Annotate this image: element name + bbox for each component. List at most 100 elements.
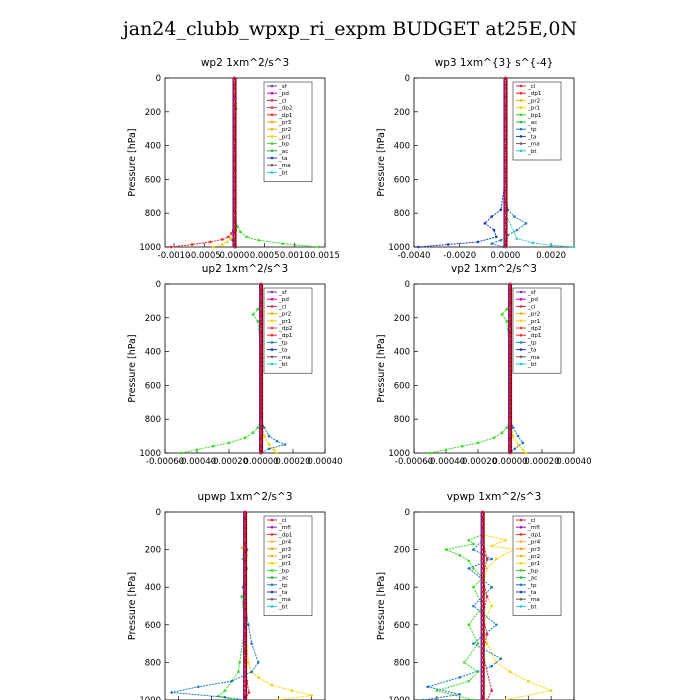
- series-point-tp: [515, 228, 519, 232]
- center-point: [243, 675, 247, 678]
- legend-marker-cl: [270, 518, 274, 522]
- center-point: [481, 543, 484, 547]
- center-point: [504, 232, 507, 236]
- series-point-tp: [490, 557, 494, 561]
- center-point: [259, 400, 263, 404]
- center-point: [233, 127, 236, 131]
- center-point: [259, 291, 263, 294]
- y-tick-label: 600: [145, 621, 161, 631]
- center-point: [243, 576, 247, 580]
- center-point: [504, 241, 507, 245]
- center-point: [508, 362, 512, 366]
- center-point: [504, 178, 507, 181]
- center-point: [481, 515, 484, 519]
- legend-marker-ac: [270, 149, 274, 153]
- y-tick-label: 600: [394, 621, 410, 631]
- y-tick-label: 0: [156, 280, 161, 290]
- center-point: [481, 604, 484, 608]
- series-point-bp: [227, 441, 231, 445]
- series-point-bp: [240, 595, 243, 598]
- center-point: [504, 237, 507, 240]
- center-point: [259, 282, 263, 286]
- y-tick-label: 1000: [388, 449, 410, 459]
- center-point: [508, 409, 512, 413]
- y-tick-label: 1000: [388, 696, 410, 700]
- center-point: [504, 186, 507, 190]
- center-point: [481, 529, 484, 533]
- center-point: [481, 552, 484, 556]
- center-point: [243, 623, 247, 627]
- center-point: [504, 85, 507, 88]
- legend-label-ta: _ta: [527, 348, 536, 354]
- series-point-tp: [499, 657, 503, 660]
- center-point: [481, 689, 484, 692]
- series-point-bp: [428, 451, 432, 455]
- legend-marker-pr1: [270, 135, 274, 138]
- center-point: [259, 367, 263, 370]
- legend-label-ma: _ma: [278, 355, 291, 361]
- legend-marker-pr2: [270, 554, 274, 558]
- chart-panel-6: vpwp 1xm^2/s^3 Pressure [hPa] 0 200 400 600 80…: [376, 491, 575, 700]
- series-point-pr1: [516, 443, 520, 446]
- center-point: [504, 182, 507, 186]
- center-point: [259, 324, 263, 328]
- center-point: [504, 203, 507, 207]
- series-point-ta: [499, 208, 503, 212]
- center-point: [233, 123, 236, 126]
- page-title: jan24_clubb_wpxp_ri_expm BUDGET at25E,0N: [122, 18, 578, 40]
- y-tick-label: 0: [405, 74, 410, 84]
- center-point: [481, 679, 484, 683]
- series-point-pr1: [526, 679, 530, 683]
- legend-label-cl: _cl: [527, 84, 536, 90]
- center-point: [508, 375, 512, 379]
- y-tick-label: 600: [145, 381, 161, 391]
- y-tick-label: 1000: [139, 449, 161, 459]
- series-line-tp: [423, 512, 502, 700]
- legend-label-dp1: _dp1: [527, 532, 542, 538]
- legend-label-ta: _ta: [527, 590, 536, 596]
- panel-title: wp2 1xm^2/s^3: [201, 57, 289, 69]
- center-point: [504, 144, 507, 148]
- legend-marker-pr3: [519, 547, 523, 551]
- center-point: [243, 524, 247, 528]
- x-tick-label: 0.00040: [307, 457, 342, 467]
- series-point-bp: [467, 679, 471, 683]
- center-point: [508, 417, 512, 421]
- center-point: [504, 173, 507, 177]
- x-tick-label: 0.00000: [243, 457, 278, 467]
- series-point-pr1: [521, 448, 525, 451]
- center-point: [243, 679, 247, 683]
- center-point: [481, 661, 484, 664]
- series-line-ta: [418, 78, 506, 248]
- center-point: [233, 178, 236, 181]
- legend-marker-dp1: [270, 533, 274, 536]
- center-point: [508, 295, 512, 299]
- center-point: [481, 510, 484, 514]
- legend-marker-sf: [270, 84, 274, 88]
- series-point-tp: [521, 441, 525, 445]
- center-point: [508, 299, 512, 303]
- center-point: [259, 388, 263, 392]
- legend-marker-ta: [270, 348, 274, 351]
- series-point-bp: [243, 436, 247, 440]
- legend-label-bp: _bp: [527, 568, 538, 574]
- panel-title: wp3 1xm^{3} s^{-4}: [435, 57, 554, 69]
- x-tick-label: -0.00040: [178, 457, 216, 467]
- panel-title: up2 1xm^2/s^3: [202, 263, 288, 275]
- y-tick-label: 800: [394, 209, 410, 219]
- center-point: [504, 114, 507, 118]
- y-axis-label: Pressure [hPa]: [127, 128, 138, 196]
- series-point-tp: [283, 443, 287, 446]
- legend-label-pr1: _pr1: [527, 319, 541, 325]
- legend-label-pr1: _pr1: [278, 134, 292, 140]
- legend-label-dp1: _dp1: [278, 333, 293, 339]
- series-point-bp: [472, 585, 475, 589]
- center-point: [508, 316, 512, 320]
- series-point-pr1: [504, 538, 507, 542]
- center-point: [504, 97, 507, 101]
- legend-marker-pd: [270, 297, 274, 301]
- center-point: [233, 237, 236, 240]
- center-point: [233, 89, 236, 93]
- series-point-bp: [195, 448, 199, 451]
